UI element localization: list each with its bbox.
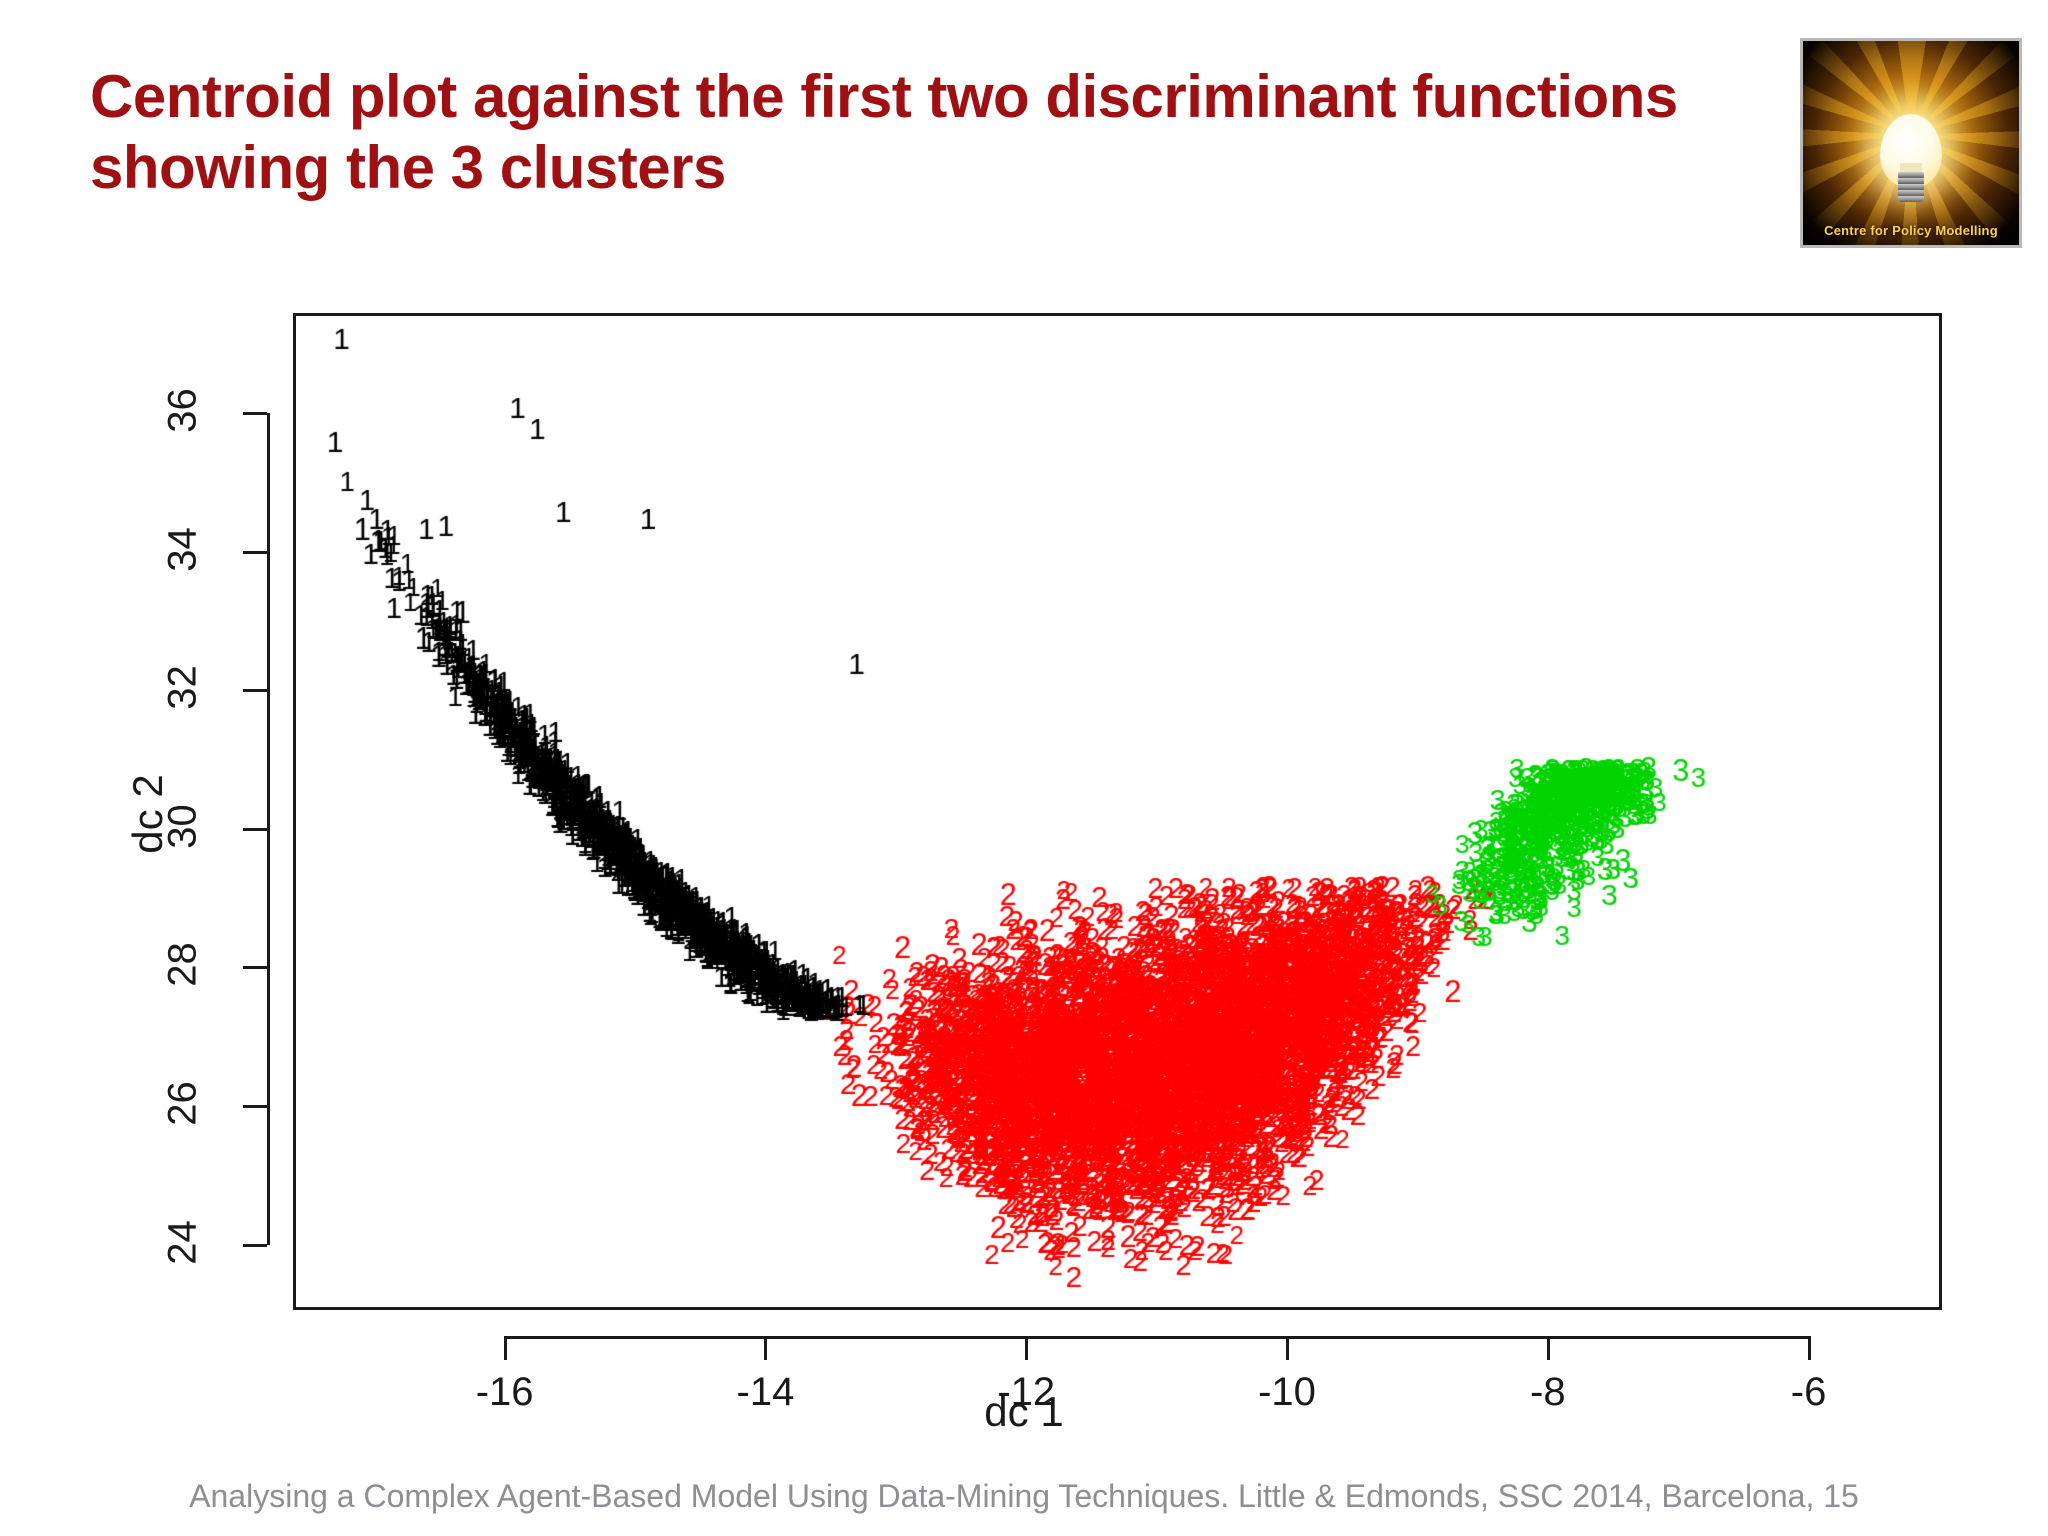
- y-axis-tick-label: 24: [160, 1219, 205, 1265]
- lightbulb-neck-icon: [1900, 163, 1922, 174]
- x-axis-tick-label: -12: [997, 1370, 1056, 1414]
- y-axis-tick: [243, 1243, 267, 1247]
- x-axis-tick-label: -6: [1790, 1370, 1827, 1414]
- y-axis-tick: [243, 550, 267, 554]
- y-axis-tick-label: 34: [160, 526, 205, 572]
- x-axis-tick-label: -16: [475, 1370, 534, 1414]
- x-axis-tick-label: -14: [736, 1370, 795, 1414]
- plot-frame: [293, 313, 1942, 1310]
- y-axis-tick-label: 32: [160, 665, 205, 710]
- y-axis-line: [267, 413, 270, 1245]
- y-axis-tick-label: 26: [160, 1081, 205, 1126]
- x-axis-tick: [1546, 1336, 1550, 1360]
- scatter-plot: dc 2 dc 1 24 26 28 30 32 34 36 -16 -14 -12 -10 -8 -6: [0, 250, 2048, 1480]
- y-axis-tick: [243, 689, 267, 693]
- x-axis-tick: [1025, 1336, 1029, 1360]
- scatter-points-layer: [296, 316, 1939, 1307]
- y-axis-tick-label: 28: [160, 942, 205, 988]
- y-axis-tick: [243, 827, 267, 831]
- x-axis-tick-label: -10: [1258, 1370, 1316, 1414]
- x-axis-tick: [764, 1336, 768, 1360]
- x-axis-tick: [1807, 1336, 1811, 1360]
- y-axis-tick-label: 36: [160, 388, 205, 433]
- x-axis-tick: [503, 1336, 507, 1360]
- y-axis-tick: [243, 1105, 267, 1109]
- logo-caption: Centre for Policy Modelling: [1824, 223, 1998, 238]
- slide-footer: Analysing a Complex Agent-Based Model Us…: [189, 1478, 1859, 1514]
- y-axis-tick: [243, 412, 267, 416]
- x-axis-tick-label: -8: [1530, 1370, 1566, 1414]
- x-axis-label: dc 1: [984, 1388, 1064, 1435]
- y-axis-tick: [243, 966, 267, 970]
- cpm-logo: Centre for Policy Modelling: [1800, 38, 2022, 248]
- lightbulb-base-icon: [1898, 171, 1924, 202]
- x-axis-line: [504, 1336, 1809, 1339]
- y-axis-tick-label: 30: [160, 804, 205, 849]
- x-axis-tick: [1286, 1336, 1290, 1360]
- page-title: Centroid plot against the first two disc…: [90, 63, 1678, 201]
